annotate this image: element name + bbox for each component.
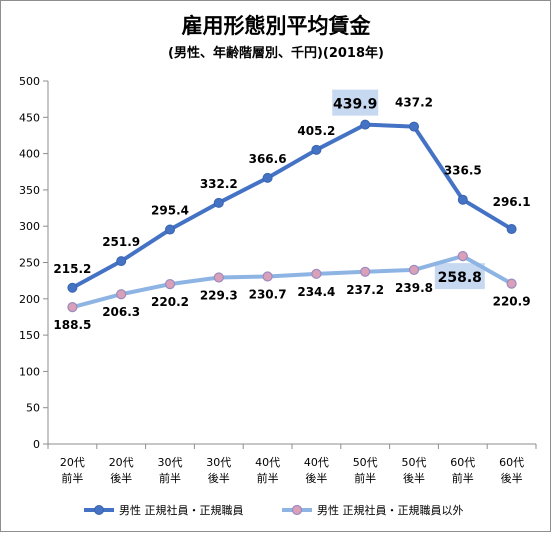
series-0-point — [213, 197, 224, 208]
series-1-point — [116, 289, 127, 300]
series-1-data-label: 206.3 — [102, 305, 140, 319]
x-tick-label: 後半 — [305, 471, 327, 485]
x-tick-label: 50代 — [402, 456, 427, 469]
x-tick-label: 後半 — [110, 471, 132, 485]
series-1-data-label: 229.3 — [200, 289, 238, 303]
x-tick-label: 後半 — [208, 471, 230, 485]
x-tick-label: 60代 — [499, 456, 524, 469]
series-1-data-label: 220.9 — [493, 295, 531, 309]
series-1-data-label: 234.4 — [297, 285, 335, 299]
chart-title: 雇用形態別平均賃金 — [182, 14, 372, 38]
series-0-data-label: 296.1 — [493, 195, 531, 209]
x-tick-label: 40代 — [255, 456, 280, 469]
series-0-point — [67, 282, 78, 293]
x-tick-label: 30代 — [158, 456, 183, 469]
x-tick-label: 20代 — [60, 456, 85, 469]
chart-subtitle: (男性、年齢階層別、千円)(2018年) — [168, 45, 384, 61]
x-tick-label: 30代 — [206, 456, 231, 469]
x-tick-label: 後半 — [403, 471, 425, 485]
series-0-point — [409, 121, 419, 132]
y-tick-label: 400 — [19, 148, 40, 161]
series-1-point — [164, 279, 176, 290]
series-line-0 — [71, 122, 513, 290]
series-1-point — [67, 302, 78, 313]
x-tick-label: 前半 — [159, 471, 181, 485]
y-tick-label: 0 — [33, 438, 40, 451]
series-1-data-label: 237.2 — [346, 283, 384, 297]
series-0-data-label: 405.2 — [297, 124, 335, 138]
y-tick-label: 500 — [19, 75, 40, 88]
series-line-1 — [71, 254, 513, 310]
series-1-point — [262, 271, 273, 282]
legend-label-0: 男性 正規社員・正規職員 — [119, 503, 244, 517]
series-1-point — [360, 266, 371, 277]
series-1-data-label: 220.2 — [151, 295, 189, 309]
series-0-data-label: 336.5 — [444, 164, 482, 178]
series-1-point — [311, 268, 322, 279]
series-0-data-label: 437.2 — [395, 96, 433, 110]
series-0-data-label: 251.9 — [102, 235, 140, 249]
label-highlight-box — [332, 89, 379, 116]
series-0-data-label: 439.9 — [333, 97, 377, 113]
legend-marker-0 — [94, 505, 104, 515]
series-0-point — [165, 224, 175, 235]
series-1-point — [408, 264, 420, 276]
label-highlight-box — [434, 263, 485, 290]
x-tick-label: 前半 — [354, 471, 376, 485]
x-tick-label: 前半 — [452, 471, 474, 485]
series-0-data-label: 295.4 — [151, 204, 189, 218]
series-1-data-label: 239.8 — [395, 281, 433, 295]
y-tick-label: 50 — [26, 402, 40, 415]
y-tick-label: 200 — [19, 293, 40, 306]
y-tick-label: 300 — [19, 220, 40, 233]
series-1-point — [506, 278, 517, 289]
series-0-point — [360, 119, 371, 130]
x-tick-label: 40代 — [304, 456, 329, 469]
series-1-data-label: 230.7 — [249, 288, 287, 302]
x-tick-label: 前半 — [61, 471, 83, 485]
y-tick-label: 100 — [19, 365, 40, 378]
series-0-data-label: 366.6 — [249, 152, 287, 166]
series-0-data-label: 332.2 — [200, 177, 238, 191]
x-tick-label: 後半 — [501, 471, 523, 485]
y-tick-label: 150 — [19, 329, 40, 342]
series-1-data-label: 188.5 — [53, 318, 91, 332]
y-tick-label: 250 — [19, 257, 40, 270]
series-0-point — [457, 194, 468, 205]
series-0-point — [311, 144, 322, 155]
legend-label-1: 男性 正規社員・正規職員以外 — [317, 503, 464, 517]
legend-marker-1 — [291, 504, 303, 516]
x-tick-label: 50代 — [353, 456, 378, 469]
series-0-data-label: 215.2 — [53, 262, 91, 276]
series-1-point — [457, 251, 468, 262]
x-tick-label: 60代 — [450, 456, 475, 469]
y-tick-label: 350 — [19, 184, 40, 197]
series-1-point — [213, 272, 224, 283]
x-tick-label: 20代 — [109, 456, 134, 469]
series-1-data-label: 258.8 — [438, 270, 482, 286]
series-0-point — [506, 224, 517, 235]
series-0-point — [262, 172, 273, 183]
y-tick-label: 450 — [19, 111, 40, 124]
x-tick-label: 前半 — [257, 471, 279, 485]
series-0-point — [116, 256, 127, 267]
